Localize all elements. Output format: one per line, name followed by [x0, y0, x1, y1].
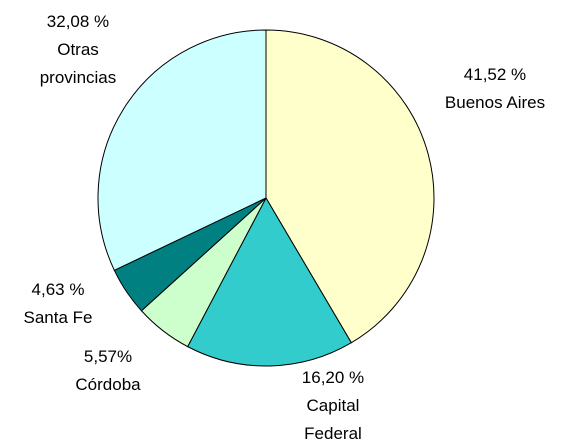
category-label: Buenos Aires	[444, 93, 546, 112]
pie-slice	[97, 29, 267, 271]
slice-label: 41,52 % Buenos Aires	[415, 61, 575, 117]
value-label: 5,57%	[83, 347, 133, 366]
slice-label: 32,08 % Otras provincias	[23, 8, 133, 92]
slice-label: 16,20 % Capital Federal	[288, 364, 378, 442]
value-label: 41,52 %	[463, 65, 527, 84]
category-label: Santa Fe	[23, 308, 93, 327]
pie-slice	[186, 196, 353, 367]
slice-label: 4,63 % Santa Fe	[3, 276, 113, 332]
category-label: Capital Federal	[304, 396, 362, 442]
category-label: Córdoba	[75, 375, 141, 394]
category-label: Otras provincias	[39, 40, 117, 87]
value-label: 4,63 %	[31, 280, 85, 299]
value-label: 16,20 %	[301, 368, 365, 387]
slice-label: 5,57% Córdoba	[48, 343, 168, 399]
pie-slice	[265, 29, 435, 344]
value-label: 32,08 %	[46, 12, 110, 31]
